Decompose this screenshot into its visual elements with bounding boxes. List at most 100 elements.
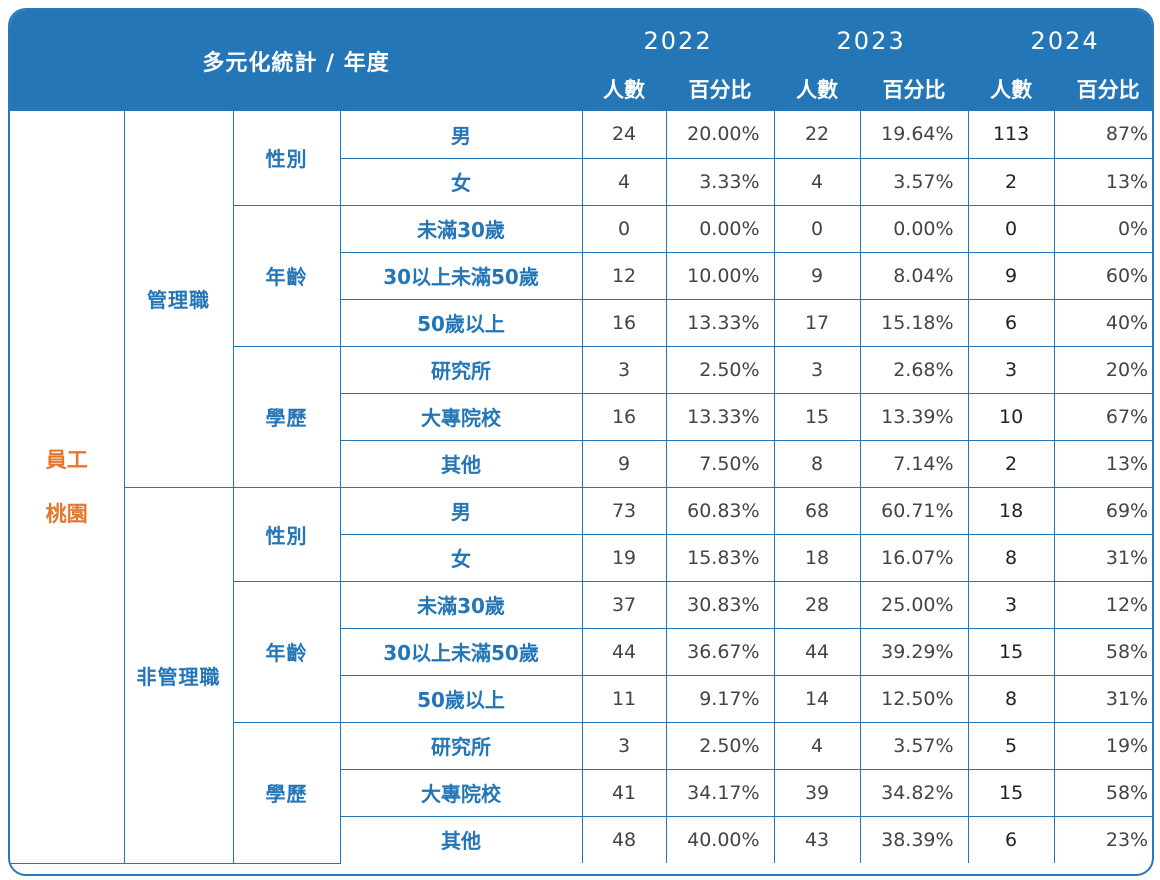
percent-cell: 3.33% — [665, 157, 775, 206]
item-label: 女 — [339, 533, 583, 582]
percent-cell: 3.57% — [859, 157, 969, 206]
count-cell: 44 — [581, 627, 667, 676]
table-row: 年齡 未滿30歲 37 30.83% 28 25.00% 3 12% — [10, 580, 1152, 723]
count-cell: 3 — [581, 721, 667, 770]
item-label: 大專院校 — [339, 768, 583, 817]
percent-cell: 16.07% — [859, 533, 969, 582]
count-cell: 0 — [967, 204, 1055, 253]
count-cell: 4 — [581, 157, 667, 206]
count-cell: 3 — [581, 345, 667, 394]
count-cell: 18 — [967, 486, 1055, 535]
percent-cell: 20.00% — [665, 111, 775, 159]
percent-cell: 2.68% — [859, 345, 969, 394]
table-row: 其他 9 7.50% 8 7.14% 2 13% — [10, 439, 1152, 488]
count-cell: 24 — [581, 111, 667, 159]
table-row: 學歷 研究所 3 2.50% 3 2.68% 3 20% — [10, 345, 1152, 488]
table-row: 30以上未滿50歲 44 36.67% 44 39.29% 15 58% — [10, 627, 1152, 676]
count-cell: 8 — [773, 439, 861, 488]
item-label: 30以上未滿50歲 — [339, 627, 583, 676]
item-label: 30以上未滿50歲 — [339, 251, 583, 300]
percent-header: 百分比 — [1054, 67, 1152, 111]
year-header-2022: 2022 — [582, 10, 775, 67]
category-label: 性別 — [232, 111, 341, 206]
percent-cell: 60% — [1053, 251, 1152, 300]
percent-cell: 2.50% — [665, 345, 775, 394]
count-cell: 4 — [773, 157, 861, 206]
count-header: 人數 — [582, 67, 667, 111]
item-label: 50歲以上 — [339, 298, 583, 347]
table-row: 女 4 3.33% 4 3.57% 2 13% — [10, 157, 1152, 206]
percent-cell: 0.00% — [859, 204, 969, 253]
percent-cell: 40% — [1053, 298, 1152, 347]
percent-cell: 20% — [1053, 345, 1152, 394]
percent-cell: 13.39% — [859, 392, 969, 441]
role-label: 管理職 — [123, 111, 234, 488]
percent-cell: 0% — [1053, 204, 1152, 253]
percent-cell: 38.39% — [859, 815, 969, 863]
percent-cell: 40.00% — [665, 815, 775, 863]
table-row: 大專院校 16 13.33% 15 13.39% 10 67% — [10, 392, 1152, 441]
count-cell: 48 — [581, 815, 667, 863]
count-cell: 2 — [967, 157, 1055, 206]
percent-cell: 13% — [1053, 157, 1152, 206]
percent-cell: 15.18% — [859, 298, 969, 347]
percent-cell: 31% — [1053, 674, 1152, 723]
count-cell: 17 — [773, 298, 861, 347]
count-cell: 8 — [967, 674, 1055, 723]
percent-cell: 12% — [1053, 580, 1152, 629]
count-cell: 44 — [773, 627, 861, 676]
site-label-line: 員工 — [45, 447, 88, 472]
item-label: 未滿30歲 — [339, 580, 583, 629]
count-cell: 3 — [773, 345, 861, 394]
count-cell: 3 — [967, 345, 1055, 394]
year-header-2023: 2023 — [774, 10, 969, 67]
count-cell: 9 — [773, 251, 861, 300]
percent-cell: 36.67% — [665, 627, 775, 676]
item-label: 女 — [339, 157, 583, 206]
percent-cell: 23% — [1053, 815, 1152, 863]
percent-cell: 58% — [1053, 627, 1152, 676]
item-label: 男 — [339, 111, 583, 159]
percent-header: 百分比 — [666, 67, 775, 111]
count-cell: 5 — [967, 721, 1055, 770]
table-row: 50歲以上 16 13.33% 17 15.18% 6 40% — [10, 298, 1152, 347]
count-header: 人數 — [774, 67, 861, 111]
percent-cell: 7.50% — [665, 439, 775, 488]
percent-cell: 19% — [1053, 721, 1152, 770]
count-cell: 9 — [581, 439, 667, 488]
table-row: 員工 桃園 管理職 性別男 24 20.00% 22 19.64% 113 87% — [10, 111, 1152, 864]
table-row: 年齡 未滿30歲 0 0.00% 0 0.00% 0 0% — [10, 204, 1152, 347]
percent-cell: 3.57% — [859, 721, 969, 770]
count-cell: 15 — [967, 768, 1055, 817]
count-cell: 2 — [967, 439, 1055, 488]
percent-cell: 0.00% — [665, 204, 775, 253]
percent-cell: 39.29% — [859, 627, 969, 676]
percent-cell: 13.33% — [665, 298, 775, 347]
table-body: 員工 桃園 管理職 性別男 24 20.00% 22 19.64% 113 87% 女 4 3.33% 4… — [10, 111, 1152, 864]
table-row: 其他 48 40.00% 43 38.39% 6 23% — [10, 815, 1152, 863]
count-cell: 19 — [581, 533, 667, 582]
count-cell: 9 — [967, 251, 1055, 300]
percent-cell: 12.50% — [859, 674, 969, 723]
count-cell: 73 — [581, 486, 667, 535]
percent-cell: 2.50% — [665, 721, 775, 770]
category-label: 年齡 — [232, 204, 341, 347]
percent-cell: 8.04% — [859, 251, 969, 300]
category-label: 性別 — [232, 486, 341, 582]
percent-cell: 13% — [1053, 439, 1152, 488]
count-cell: 8 — [967, 533, 1055, 582]
year-header-2024: 2024 — [968, 10, 1152, 67]
count-cell: 11 — [581, 674, 667, 723]
percent-header: 百分比 — [860, 67, 969, 111]
count-cell: 43 — [773, 815, 861, 863]
item-label: 50歲以上 — [339, 674, 583, 723]
table-row: 50歲以上 11 9.17% 14 12.50% 8 31% — [10, 674, 1152, 723]
percent-cell: 60.71% — [859, 486, 969, 535]
count-cell: 6 — [967, 815, 1055, 863]
percent-cell: 87% — [1053, 111, 1152, 159]
category-label: 年齡 — [232, 580, 341, 723]
count-cell: 41 — [581, 768, 667, 817]
item-label: 研究所 — [339, 345, 583, 394]
count-cell: 6 — [967, 298, 1055, 347]
count-cell: 12 — [581, 251, 667, 300]
